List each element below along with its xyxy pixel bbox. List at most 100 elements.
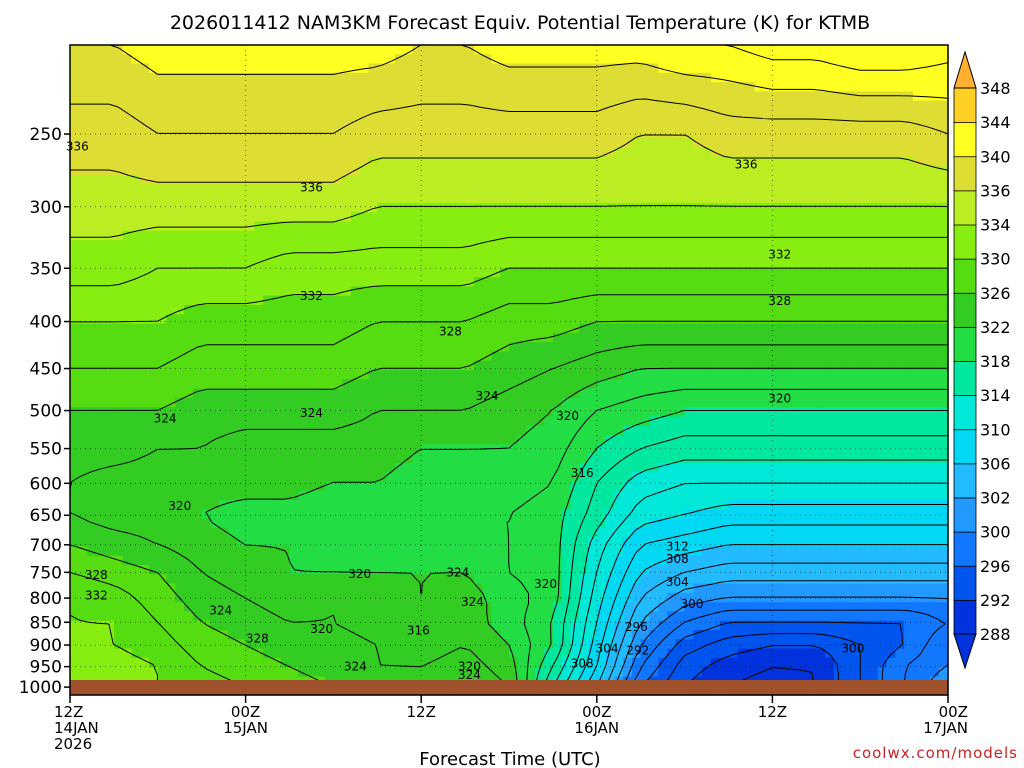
band-cell xyxy=(96,500,106,510)
band-cell xyxy=(544,72,554,83)
band-cell xyxy=(263,72,273,83)
band-cell xyxy=(298,388,308,399)
band-cell xyxy=(131,407,141,418)
band-cell xyxy=(473,546,484,557)
band-cell xyxy=(298,286,308,297)
band-cell xyxy=(623,175,633,185)
band-cell xyxy=(429,611,440,622)
band-cell xyxy=(236,481,247,492)
band-cell xyxy=(429,407,440,418)
band-cell xyxy=(184,230,194,241)
band-cell xyxy=(236,583,247,594)
band-cell xyxy=(386,630,396,640)
band-cell xyxy=(386,221,396,232)
band-cell xyxy=(526,258,536,269)
band-cell xyxy=(105,267,115,278)
band-cell xyxy=(684,379,694,390)
band-cell xyxy=(315,648,326,659)
band-cell xyxy=(640,267,651,278)
band-cell xyxy=(623,258,633,269)
band-cell xyxy=(482,119,493,130)
band-cell xyxy=(491,137,501,148)
band-cell xyxy=(535,119,545,130)
band-cell xyxy=(386,128,396,139)
band-cell xyxy=(105,351,115,362)
band-cell xyxy=(236,360,247,371)
band-cell xyxy=(350,82,361,93)
band-cell xyxy=(298,258,308,269)
band-cell xyxy=(500,379,510,390)
band-cell xyxy=(131,611,141,622)
band-cell xyxy=(289,305,299,315)
band-cell xyxy=(359,175,370,185)
band-cell xyxy=(333,314,343,325)
band-cell xyxy=(447,305,457,315)
band-cell xyxy=(359,72,370,83)
band-cell xyxy=(201,295,212,306)
band-cell xyxy=(386,100,396,111)
band-cell xyxy=(342,72,352,83)
band-cell xyxy=(263,286,273,297)
band-cell xyxy=(623,202,633,213)
band-cell xyxy=(596,110,607,120)
band-cell xyxy=(623,110,633,120)
band-cell xyxy=(298,370,308,380)
band-cell xyxy=(491,221,501,232)
band-cell xyxy=(245,453,255,464)
band-cell xyxy=(113,574,124,585)
band-cell xyxy=(236,592,247,603)
band-cell xyxy=(605,537,615,548)
band-cell xyxy=(447,258,457,269)
band-cell xyxy=(403,277,414,288)
band-cell xyxy=(192,184,203,195)
band-cell xyxy=(658,314,668,325)
band-cell xyxy=(377,147,387,158)
band-cell xyxy=(482,82,493,93)
band-cell xyxy=(342,574,352,585)
band-cell xyxy=(228,193,238,204)
band-cell xyxy=(157,82,168,93)
band-cell xyxy=(500,537,510,548)
band-cell xyxy=(693,175,703,185)
band-cell xyxy=(280,555,291,566)
band-cell xyxy=(465,630,475,640)
band-cell xyxy=(377,184,387,195)
band-cell xyxy=(175,63,185,74)
band-cell xyxy=(579,425,589,436)
band-cell xyxy=(544,565,554,575)
band-cell xyxy=(517,555,528,566)
band-cell xyxy=(596,258,607,269)
band-cell xyxy=(394,184,405,195)
band-cell xyxy=(245,407,255,418)
band-cell xyxy=(298,602,308,613)
band-cell xyxy=(500,388,510,399)
band-cell xyxy=(236,193,247,204)
band-cell xyxy=(684,119,694,130)
band-cell xyxy=(254,620,264,631)
band-cell xyxy=(271,397,282,408)
band-cell xyxy=(298,472,308,483)
band-cell xyxy=(526,249,536,260)
band-cell xyxy=(149,407,159,418)
band-cell xyxy=(658,342,668,353)
band-cell xyxy=(131,648,141,659)
band-cell xyxy=(491,462,501,473)
band-cell xyxy=(500,360,510,371)
band-cell xyxy=(201,72,212,83)
band-cell xyxy=(263,249,273,260)
band-cell xyxy=(526,397,536,408)
band-cell xyxy=(280,45,291,55)
band-cell xyxy=(429,639,440,650)
band-cell xyxy=(631,323,642,334)
band-cell xyxy=(412,128,422,139)
band-cell xyxy=(192,444,203,455)
band-cell xyxy=(87,397,97,408)
band-cell xyxy=(210,388,220,399)
band-cell xyxy=(403,230,414,241)
band-cell xyxy=(122,45,133,55)
band-cell xyxy=(456,119,466,130)
band-cell xyxy=(561,193,572,204)
band-cell xyxy=(359,221,370,232)
band-cell xyxy=(350,295,361,306)
band-cell xyxy=(447,63,457,74)
